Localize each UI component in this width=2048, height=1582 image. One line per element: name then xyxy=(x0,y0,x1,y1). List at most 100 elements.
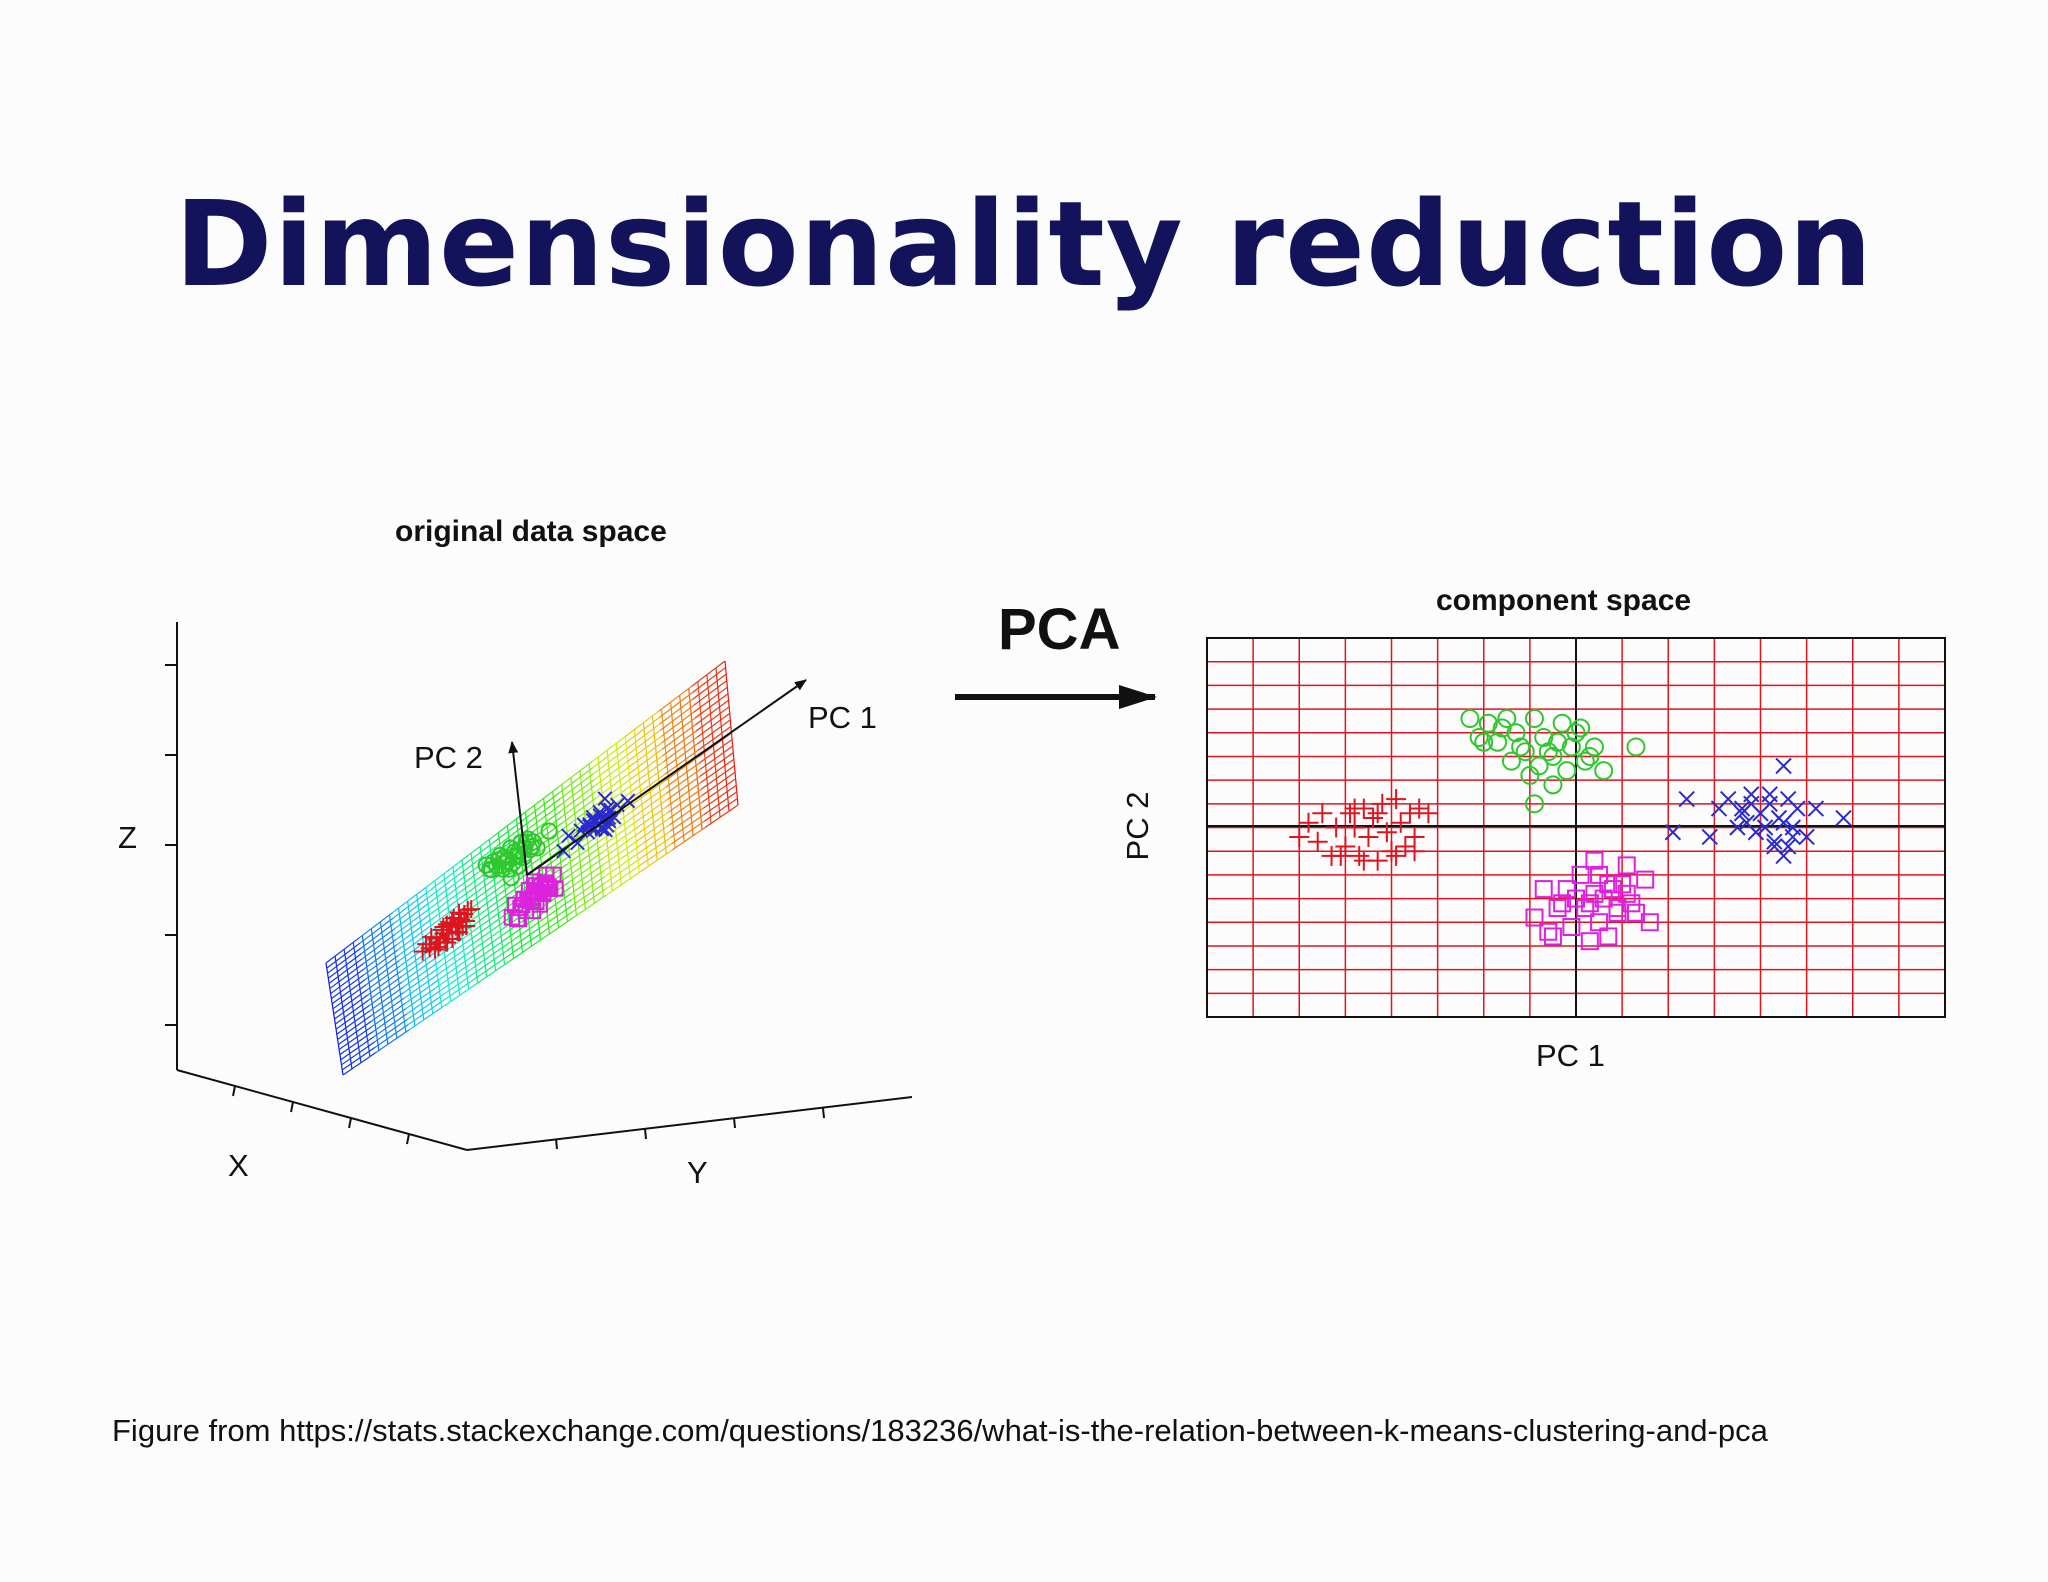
mesh-line xyxy=(504,916,539,941)
mesh-line xyxy=(636,830,671,855)
mesh-line xyxy=(368,981,403,1007)
mesh-line xyxy=(571,876,605,901)
mesh-line xyxy=(334,999,369,1025)
mesh-line xyxy=(591,736,626,763)
data-point-x xyxy=(1775,757,1792,775)
mesh-line xyxy=(441,984,476,1008)
data-point-circle xyxy=(1497,709,1517,729)
mesh-line xyxy=(637,836,672,861)
y-axis-line xyxy=(466,1096,913,1151)
data-point-square xyxy=(1594,889,1613,908)
mesh-line xyxy=(626,723,661,750)
original-point-square xyxy=(535,885,552,902)
mesh-line xyxy=(663,737,697,763)
mesh-line xyxy=(428,884,463,910)
mesh-line xyxy=(330,968,365,995)
mesh-line xyxy=(559,773,594,800)
data-point-x xyxy=(1756,819,1774,836)
mesh-line xyxy=(369,986,404,1012)
mesh-line xyxy=(361,933,396,960)
mesh-line xyxy=(539,911,574,935)
original-point-square xyxy=(547,880,564,897)
mesh-line xyxy=(693,686,728,713)
pc2-arrow xyxy=(508,741,528,876)
mesh-line xyxy=(358,912,393,939)
mesh-line xyxy=(439,973,474,998)
data-point-x xyxy=(1807,800,1825,817)
mesh-line xyxy=(603,847,638,872)
pc1-arrow xyxy=(526,679,807,876)
mesh-line xyxy=(567,846,602,871)
data-point-circle xyxy=(1534,727,1554,747)
mesh-line xyxy=(662,730,697,756)
mesh-line xyxy=(660,704,694,731)
mesh-line xyxy=(427,878,462,905)
mesh-line xyxy=(600,822,635,848)
mesh-line xyxy=(661,724,696,750)
mesh-line xyxy=(630,767,665,793)
mesh-line xyxy=(563,803,597,829)
mesh-line xyxy=(426,867,461,894)
mesh-line xyxy=(505,927,540,952)
mesh-line xyxy=(670,814,705,838)
mesh-line xyxy=(474,962,508,986)
data-point-square xyxy=(1617,884,1636,903)
original-point-square xyxy=(538,866,555,883)
mesh-line xyxy=(631,780,666,805)
mesh-line xyxy=(666,769,700,794)
mesh-line xyxy=(401,957,436,983)
mesh-line xyxy=(374,1024,409,1048)
original-point-x xyxy=(620,793,636,809)
mesh-line xyxy=(592,742,627,769)
mesh-line xyxy=(437,956,472,981)
data-point-plus xyxy=(1344,798,1365,819)
mesh-line xyxy=(695,699,729,726)
original-point-x xyxy=(561,828,577,844)
original-point-circle xyxy=(528,839,546,857)
data-point-circle xyxy=(1524,794,1544,814)
mesh-line xyxy=(696,719,731,745)
mesh-line xyxy=(471,939,506,964)
original-point-plus xyxy=(443,913,462,932)
pca-label: PCA xyxy=(998,597,1121,662)
mesh-line xyxy=(531,845,566,871)
mesh-line xyxy=(327,947,362,974)
mesh-line xyxy=(331,979,366,1005)
mesh-line xyxy=(374,1018,408,1043)
data-point-x xyxy=(1775,814,1792,831)
mesh-line xyxy=(702,784,737,809)
mesh-line xyxy=(328,958,363,984)
data-point-square xyxy=(1553,894,1572,913)
data-point-circle xyxy=(1543,746,1563,766)
mesh-line xyxy=(625,717,660,744)
mesh-line xyxy=(458,836,493,863)
mesh-line xyxy=(332,984,367,1010)
mesh-line xyxy=(658,692,693,719)
mesh-line xyxy=(373,1013,407,1038)
mesh-line xyxy=(596,779,631,805)
data-point-square xyxy=(1525,908,1544,927)
data-point-circle xyxy=(1566,723,1586,743)
mesh-line xyxy=(338,1025,373,1051)
data-point-square xyxy=(1557,880,1576,899)
data-point-square xyxy=(1571,865,1590,884)
mesh-line xyxy=(470,927,504,953)
mesh-line xyxy=(404,974,438,999)
data-point-x xyxy=(1766,833,1783,850)
original-point-plus xyxy=(462,900,481,919)
data-point-square xyxy=(1580,932,1599,951)
mesh-line xyxy=(633,799,668,824)
original-point-circle xyxy=(540,822,558,840)
data-point-plus xyxy=(1289,826,1310,847)
data-point-circle xyxy=(1474,732,1494,752)
mesh-line xyxy=(664,756,699,782)
mesh-line xyxy=(463,876,498,902)
mesh-line xyxy=(460,848,495,874)
mesh-line xyxy=(665,762,700,788)
original-point-square xyxy=(531,896,549,913)
data-point-plus xyxy=(1409,798,1430,819)
data-point-square xyxy=(1626,903,1645,922)
mesh-line xyxy=(602,841,637,866)
mesh-line xyxy=(700,758,735,784)
component-space-points xyxy=(1289,709,1852,951)
